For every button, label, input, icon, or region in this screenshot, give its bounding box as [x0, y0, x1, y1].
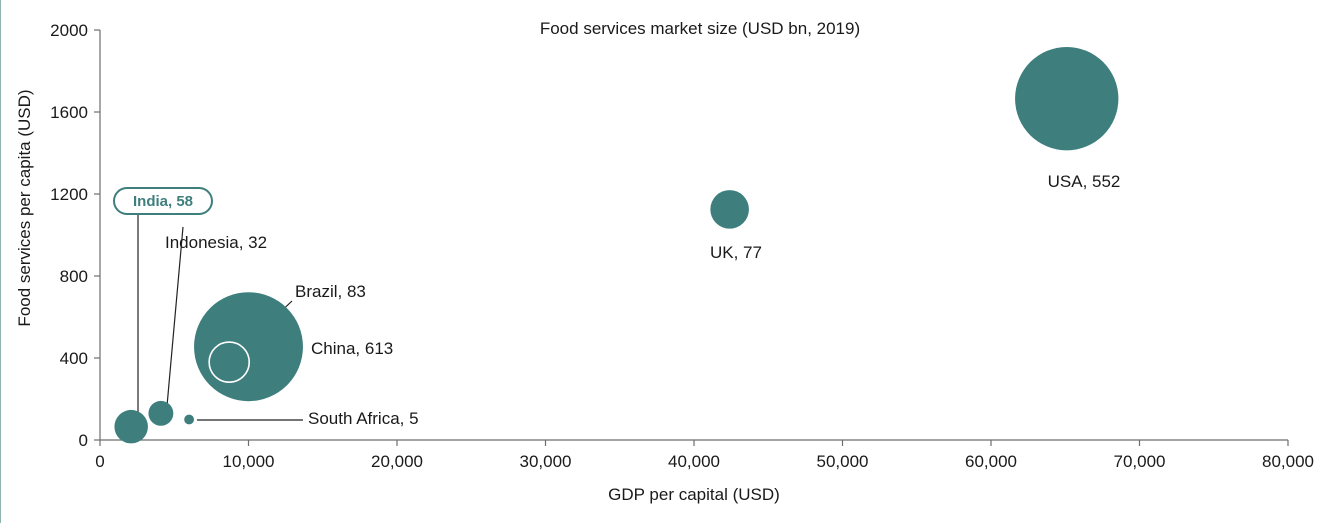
y-tick-label: 1600: [50, 103, 88, 122]
y-tick-label: 1200: [50, 185, 88, 204]
x-tick-label: 70,000: [1114, 452, 1166, 471]
india-label-box: [113, 187, 213, 215]
x-tick-label: 80,000: [1262, 452, 1314, 471]
x-tick-label: 20,000: [371, 452, 423, 471]
x-axis-ticks: 0 10,000 20,000 30,000 40,000 50,000 60,000 70,…: [95, 440, 1314, 471]
x-tick-label: 60,000: [965, 452, 1017, 471]
x-tick-label: 10,000: [223, 452, 275, 471]
y-axis-ticks: 0 400 800 1200 1600 2000: [50, 21, 100, 450]
chart-title: Food services market size (USD bn, 2019): [540, 19, 860, 38]
brazil-label: Brazil, 83: [295, 282, 366, 301]
y-axis-title: Food services per capita (USD): [15, 89, 34, 326]
x-tick-label: 50,000: [817, 452, 869, 471]
bubble-brazil: [208, 341, 251, 383]
india-label: India, 58: [133, 193, 193, 210]
y-tick-label: 400: [60, 349, 88, 368]
bubble-indonesia: [148, 400, 174, 426]
bubbles: [114, 46, 1119, 444]
y-tick-label: 0: [79, 431, 88, 450]
page-left-border: [0, 0, 1, 523]
y-tick-label: 800: [60, 267, 88, 286]
usa-label: USA, 552: [1048, 172, 1121, 191]
x-tick-label: 30,000: [520, 452, 572, 471]
x-tick-label: 40,000: [668, 452, 720, 471]
bubble-india: [114, 409, 148, 444]
indonesia-label: Indonesia, 32: [165, 233, 267, 252]
bubble-china: [194, 292, 303, 402]
x-axis-title: GDP per capital (USD): [608, 485, 780, 504]
china-label: China, 613: [311, 339, 393, 358]
y-tick-label: 2000: [50, 21, 88, 40]
indonesia-leader-line: [166, 226, 184, 407]
x-tick-label: 0: [95, 452, 104, 471]
bubble-usa: [1015, 46, 1119, 151]
uk-label: UK, 77: [710, 243, 762, 262]
bubble-south-africa: [184, 414, 195, 425]
south-africa-label: South Africa, 5: [308, 409, 419, 428]
bubble-uk: [710, 190, 749, 229]
